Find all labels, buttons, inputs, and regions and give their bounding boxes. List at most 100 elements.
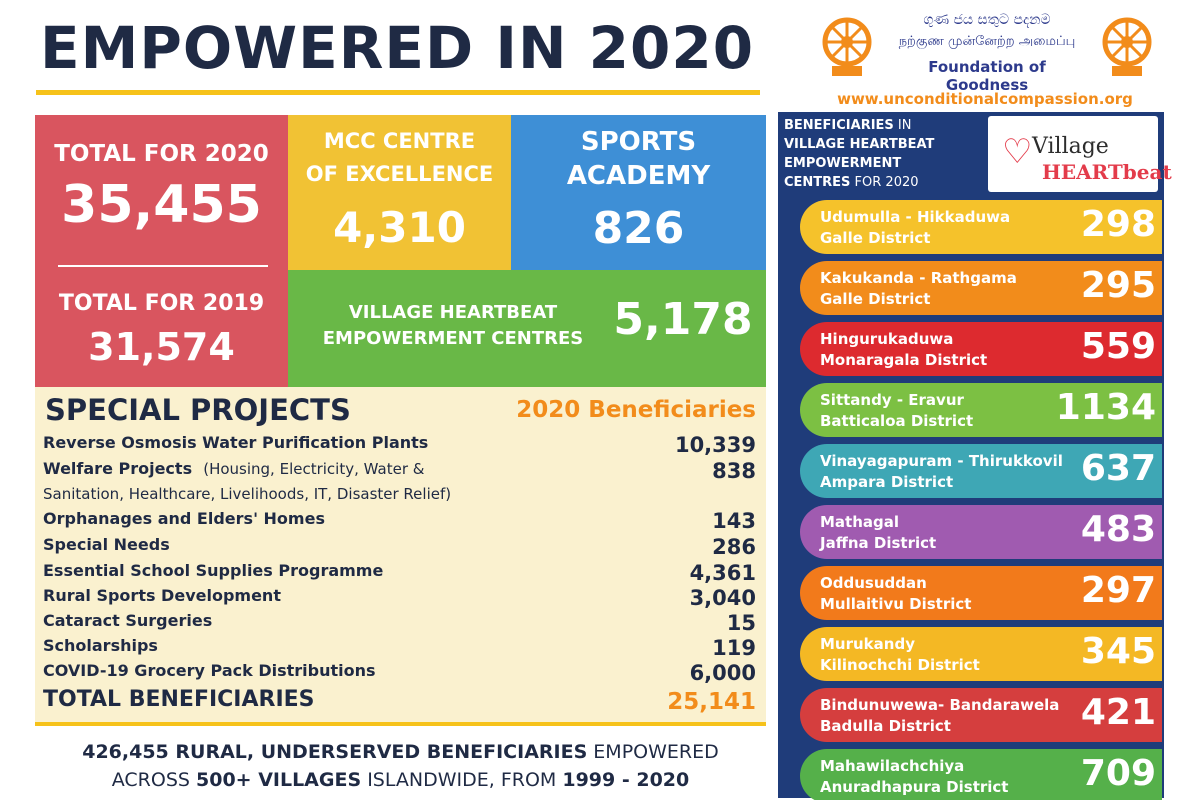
centre-value: 637 [1080,448,1156,489]
project-name: Scholarships [43,636,158,655]
footer-line-2: ACROSS 500+ VILLAGES ISLANDWIDE, FROM 19… [35,766,766,794]
table-row: Reverse Osmosis Water Purification Plant… [43,433,756,458]
village-label-line1: VILLAGE HEARTBEAT [348,302,558,323]
table-row: Scholarships 119 [43,636,756,661]
footer-text: ACROSS [111,769,196,791]
welfare-note-continuation: Sanitation, Healthcare, Livelihoods, IT,… [43,485,452,503]
heading-text: IN [893,118,912,133]
total-2019-value: 31,574 [88,325,235,369]
project-name: Essential School Supplies Programme [43,561,384,580]
footer-text: ISLANDWIDE, FROM [361,769,563,791]
project-value: 119 [712,636,756,660]
village-heartbeat-logo: ♡ Village HEARTbeat [988,116,1172,192]
village-value: 5,178 [613,294,753,345]
project-value: 3,040 [689,586,756,610]
centre-district: Galle District [820,229,931,247]
centre-pill: Hingurukaduwa Monaragala District 559 [800,322,1162,376]
village-heartbeat-panel: BENEFICIARIES IN VILLAGE HEARTBEAT EMPOW… [778,112,1172,800]
foundation-logo: ගුණ ජය සතුට පදනම நற்குண முன்னேற்ற அமைப்ப… [812,8,1162,94]
centre-place: Bindunuwewa- Bandarawela [820,696,1060,714]
title-underline [36,90,760,95]
centre-pill: Mathagal Jaffna District 483 [800,505,1162,559]
mcc-value: 4,310 [333,203,466,252]
sports-value: 826 [592,203,685,254]
centre-name: Sittandy - Eravur Batticaloa District [820,390,973,432]
footer-text: EMPOWERED [587,741,719,763]
project-name: Cataract Surgeries [43,611,213,630]
total-beneficiaries-value: 25,141 [667,689,756,715]
sports-label-line2: ACADEMY [566,161,711,191]
centre-place: Vinayagapuram - Thirukkovil [820,452,1063,470]
centre-district: Badulla District [820,717,951,735]
footer-bold-beneficiaries: 426,455 RURAL, UNDERSERVED BENEFICIARIES [82,741,588,763]
centre-name: Kakukanda - Rathgama Galle District [820,268,1017,310]
project-name: Rural Sports Development [43,586,281,605]
project-value: 143 [712,509,756,533]
centre-place: Mahawilachchiya [820,757,965,775]
centre-value: 559 [1080,326,1156,367]
project-name: Special Needs [43,535,170,554]
centre-value: 483 [1080,509,1156,550]
mcc-label-line2: OF EXCELLENCE [305,162,494,186]
table-row: COVID-19 Grocery Pack Distributions 6,00… [43,661,756,686]
centre-value: 709 [1080,753,1156,794]
footer-line-1: 426,455 RURAL, UNDERSERVED BENEFICIARIES… [35,738,766,766]
centre-value: 1134 [1055,387,1156,428]
centre-pill: Vinayagapuram - Thirukkovil Ampara Distri… [800,444,1162,498]
project-name: Orphanages and Elders' Homes [43,509,325,528]
dharma-wheel-icon [1102,17,1152,76]
heading-bold: BENEFICIARIES [784,118,894,133]
table-row: Cataract Surgeries 15 [43,611,756,636]
centre-value: 297 [1080,570,1156,611]
centre-pill: Murukandy Kilinochchi District 345 [800,627,1162,681]
logo-script-tamil: நற்குண முன்னேற்ற அமைப்பு [898,34,1076,49]
centre-pill: Mahawilachchiya Anuradhapura District 709 [800,749,1162,800]
centre-pill: Oddusuddan Mullaitivu District 297 [800,566,1162,620]
sports-label-line1: SPORTS [580,127,697,157]
project-value: 15 [726,611,756,635]
centre-district: Jaffna District [820,534,937,552]
centre-place: Hingurukaduwa [820,330,954,348]
centre-name: Oddusuddan Mullaitivu District [820,573,971,615]
panel-heading-line1: BENEFICIARIES IN [784,116,984,135]
sports-tile: SPORTS ACADEMY 826 [511,115,766,270]
centre-pill: Sittandy - Eravur Batticaloa District 1134 [800,383,1162,437]
centre-name: Vinayagapuram - Thirukkovil Ampara Distri… [820,451,1063,493]
total-beneficiaries-label: TOTAL BENEFICIARIES [43,687,315,712]
centre-name: Murukandy Kilinochchi District [820,634,980,676]
centre-place: Oddusuddan [820,574,927,592]
heading-text: FOR 2020 [850,175,919,190]
centre-place: Sittandy - Eravur [820,391,964,409]
project-name: Reverse Osmosis Water Purification Plant… [43,433,429,452]
total-2019-label: TOTAL FOR 2019 [58,291,265,316]
footer-summary: 426,455 RURAL, UNDERSERVED BENEFICIARIES… [35,738,766,794]
website-link[interactable]: www.unconditionalcompassion.org [837,90,1133,108]
centre-district: Monaragala District [820,351,988,369]
heading-bold: CENTRES [784,175,851,190]
centre-name: Mathagal Jaffna District [820,512,936,554]
centre-pill: Udumulla - Hikkaduwa Galle District 298 [800,200,1162,254]
page-title: EMPOWERED IN 2020 [40,14,755,82]
beneficiaries-header: 2020 Beneficiaries [516,397,756,423]
mcc-label: MCC CENTRE OF EXCELLENCE [288,125,511,191]
panel-heading: BENEFICIARIES IN VILLAGE HEARTBEAT EMPOW… [784,116,984,192]
table-row: Orphanages and Elders' Homes 143 [43,509,756,534]
project-note: (Housing, Electricity, Water & [203,460,425,478]
table-row: Welfare Projects (Housing, Electricity, … [43,459,756,484]
centre-name: Hingurukaduwa Monaragala District [820,329,987,371]
panel-heading-line3: EMPOWERMENT [784,156,902,171]
footer-bold-years: 1999 - 2020 [562,769,690,791]
centre-name: Udumulla - Hikkaduwa Galle District [820,207,1010,249]
project-value: 838 [712,459,756,483]
project-value: 4,361 [689,561,756,585]
centre-value: 345 [1080,631,1156,672]
project-value: 6,000 [689,661,756,685]
special-projects-title: SPECIAL PROJECTS [45,393,351,427]
logo-script-sinhala: ගුණ ජය සතුට පදනම [923,12,1051,28]
special-projects-section: SPECIAL PROJECTS 2020 Beneficiaries Reve… [35,387,766,722]
footer-divider [35,722,766,726]
centre-value: 298 [1080,204,1156,245]
totals-divider [58,265,268,267]
centre-place: Murukandy [820,635,915,653]
centre-pill: Bindunuwewa- Bandarawela Badulla District… [800,688,1162,742]
